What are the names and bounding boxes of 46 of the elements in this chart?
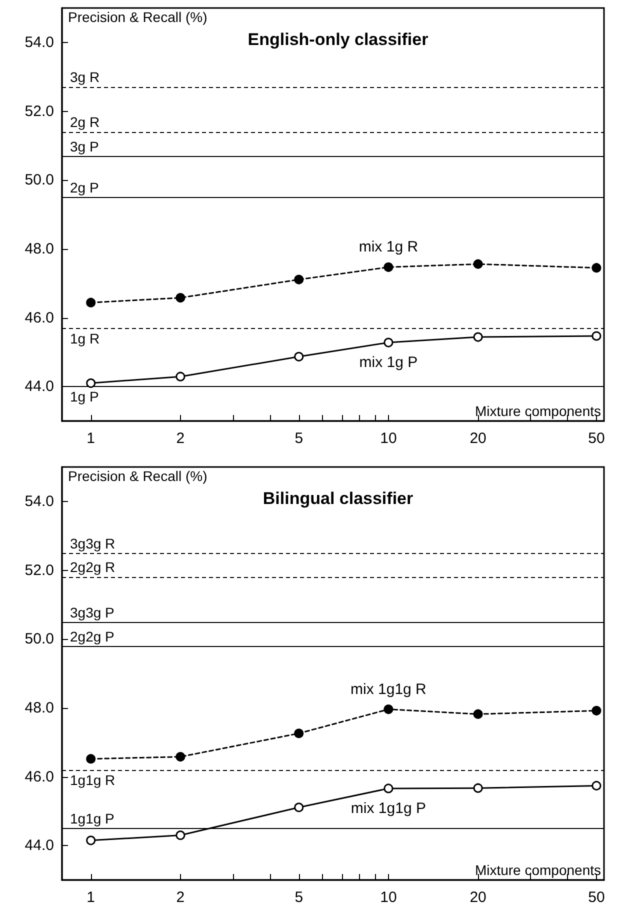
text: English-only classifier — [248, 30, 429, 49]
y-tick-label: 54.0 — [24, 492, 54, 510]
y-tick-label: 48.0 — [24, 699, 54, 716]
y-tick-label: 48.0 — [24, 240, 54, 258]
ref-line-label: 3g3g P — [70, 604, 114, 621]
x-tick-label: 1 — [86, 889, 96, 906]
y-tick-label: 50.0 — [24, 630, 54, 648]
x-tick-label: 50 — [588, 430, 605, 447]
annotation: mix 1g R — [358, 238, 418, 256]
x-tick-label: 5 — [294, 889, 304, 906]
x-axis-title: Mixture components — [474, 403, 602, 419]
ref-line-label: 1g R — [70, 330, 100, 346]
y-tick-label: 50.0 — [24, 172, 54, 189]
x-tick-label: 20 — [470, 430, 486, 447]
ref-line-label: 3g3g R — [70, 536, 116, 552]
x-tick-label: 10 — [380, 430, 397, 447]
x-tick-label: 50 — [588, 889, 605, 906]
y-tick-label: 52.0 — [24, 562, 54, 579]
x-tick-label: 20 — [470, 889, 486, 906]
ref-line-label: 2g2g R — [70, 559, 116, 576]
y-tick-label: 54.0 — [24, 34, 54, 51]
x-axis-title: Mixture components — [474, 862, 602, 878]
x-tick-label: 10 — [380, 889, 397, 906]
annotation: mix 1g1g P — [350, 800, 426, 817]
x-tick-label: 2 — [176, 430, 185, 447]
ref-line-label: 1g P — [70, 388, 99, 405]
ref-line-label: 3g P — [70, 138, 99, 154]
y-axis-title: Precision & Recall (%) — [68, 9, 208, 25]
y-tick-label: 44.0 — [24, 837, 54, 854]
ref-line-label: 1g1g R — [70, 772, 116, 788]
y-tick-label: 44.0 — [24, 378, 54, 396]
y-tick-label: 46.0 — [24, 768, 54, 786]
ref-line-label: 2g2g P — [70, 628, 114, 644]
annotation: mix 1g P — [359, 354, 418, 372]
annotation: mix 1g1g R — [350, 680, 427, 698]
ref-line-label: 2g P — [70, 179, 99, 196]
y-axis-title: Precision & Recall (%) — [68, 468, 208, 484]
x-tick-label: 5 — [294, 430, 304, 447]
text: Bilingual classifier — [262, 489, 414, 508]
y-tick-label: 52.0 — [24, 102, 54, 120]
ref-line-label: 1g1g P — [70, 810, 114, 827]
x-tick-label: 1 — [86, 430, 96, 447]
ref-line-label: 3g R — [70, 69, 100, 86]
ref-line-label: 2g R — [70, 114, 100, 130]
x-tick-label: 2 — [176, 889, 185, 906]
y-tick-label: 46.0 — [24, 309, 54, 326]
